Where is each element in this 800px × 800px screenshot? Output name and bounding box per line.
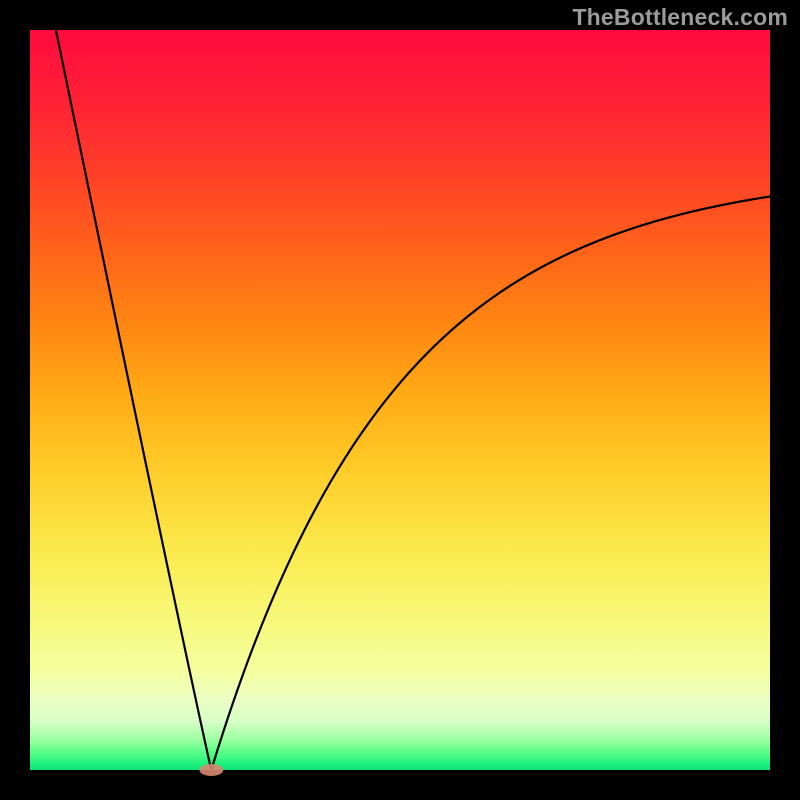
chart-background bbox=[30, 30, 770, 770]
chart-container: TheBottleneck.com bbox=[0, 0, 800, 800]
watermark-text: TheBottleneck.com bbox=[572, 4, 788, 31]
optimal-point-marker bbox=[199, 764, 223, 776]
bottleneck-chart bbox=[0, 0, 800, 800]
